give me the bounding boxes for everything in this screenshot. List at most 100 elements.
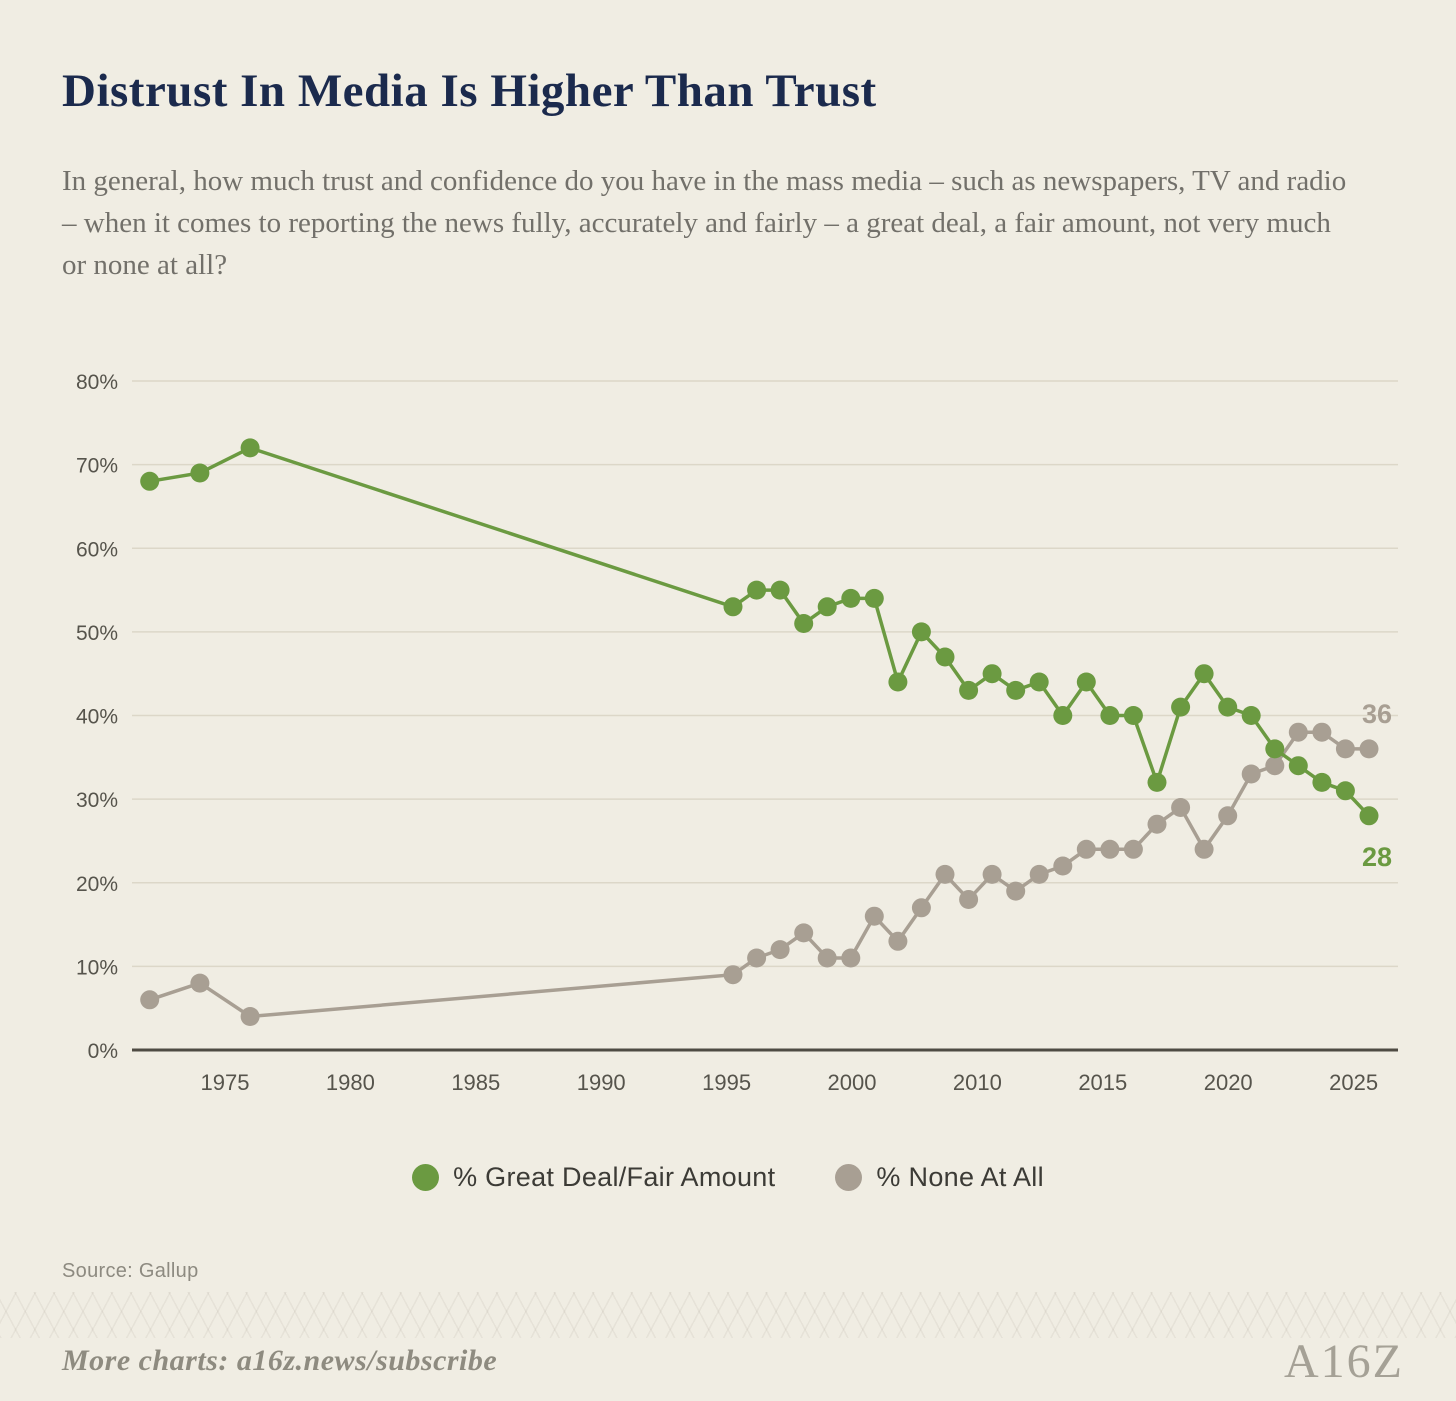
- data-point: [1123, 706, 1143, 725]
- data-point: [1194, 664, 1214, 684]
- x-axis-tick-label: 1985: [451, 1070, 500, 1095]
- y-axis-tick-label: 30%: [76, 789, 118, 812]
- x-axis-tick-label: 2025: [1329, 1070, 1378, 1095]
- y-axis-tick-label: 40%: [76, 706, 118, 729]
- data-point: [1029, 672, 1049, 692]
- data-point: [888, 672, 908, 692]
- data-point: [1053, 706, 1073, 725]
- data-point: [1218, 697, 1238, 717]
- data-point: [1335, 739, 1355, 759]
- data-point: [1053, 856, 1073, 876]
- data-point: [1076, 839, 1096, 859]
- data-point: [1241, 764, 1261, 784]
- data-point: [1194, 839, 1214, 859]
- data-point: [1359, 739, 1379, 759]
- data-point: [1100, 839, 1120, 859]
- x-axis-tick-label: 1990: [577, 1070, 626, 1095]
- legend-dot-trust-icon: [412, 1164, 440, 1191]
- data-point: [864, 906, 884, 926]
- x-axis-tick-label: 1980: [326, 1070, 375, 1095]
- footer: More charts: a16z.news/subscribe A16Z: [62, 1332, 1404, 1390]
- data-point: [1006, 881, 1026, 901]
- data-point: [140, 471, 160, 491]
- data-point: [1171, 697, 1191, 717]
- chart-svg: 0% 10% 20% 30% 40% 50% 60% 70% 80% 1975 1980 1985 19…: [76, 371, 1398, 1095]
- legend-dot-none-icon: [835, 1164, 863, 1191]
- x-axis-tick-label: 2010: [953, 1070, 1002, 1095]
- data-point: [723, 597, 743, 617]
- data-point: [770, 580, 790, 600]
- data-point: [1288, 756, 1308, 776]
- data-point: [982, 664, 1002, 684]
- series-end-label: 28: [1362, 842, 1392, 872]
- data-point: [817, 597, 837, 617]
- y-axis-tick-label: 70%: [76, 455, 118, 478]
- x-axis-tick-label: 1995: [702, 1070, 751, 1095]
- legend-label-none: % None At All: [876, 1162, 1044, 1192]
- data-point: [841, 588, 861, 608]
- x-axis-tick-label: 2015: [1078, 1070, 1127, 1095]
- data-point: [935, 864, 955, 884]
- y-axis-tick-label: 50%: [76, 622, 118, 645]
- data-point: [190, 973, 210, 993]
- legend: % Great Deal/Fair Amount % None At All: [0, 1162, 1456, 1193]
- data-point: [723, 965, 743, 985]
- data-point: [1241, 706, 1261, 725]
- page-title: Distrust In Media Is Higher Than Trust: [62, 65, 877, 117]
- chart-area: 0% 10% 20% 30% 40% 50% 60% 70% 80% 1975 1980 1985 19…: [0, 350, 1456, 1125]
- legend-label-trust: % Great Deal/Fair Amount: [453, 1162, 776, 1192]
- data-point: [1147, 814, 1167, 834]
- series-line-1: [149, 730, 1369, 1019]
- data-point: [817, 948, 837, 968]
- series-end-label: 36: [1362, 699, 1392, 729]
- data-point: [1312, 772, 1332, 792]
- data-point: [888, 931, 908, 951]
- data-point: [1265, 756, 1285, 776]
- x-axis-tick-label: 1975: [201, 1070, 250, 1095]
- data-point: [1312, 722, 1332, 742]
- data-point: [1006, 680, 1026, 700]
- page-subtitle: In general, how much trust and confidenc…: [62, 165, 1347, 282]
- legend-item-trust: % Great Deal/Fair Amount: [412, 1162, 775, 1193]
- data-point: [190, 463, 210, 483]
- x-axis-tick-label: 2020: [1204, 1070, 1253, 1095]
- data-point: [959, 680, 979, 700]
- data-point: [1171, 798, 1191, 817]
- data-point: [864, 588, 884, 608]
- data-point: [1218, 806, 1238, 826]
- data-point: [911, 898, 931, 918]
- a16z-logo: A16Z: [1284, 1334, 1404, 1388]
- more-charts-text: More charts: a16z.news/subscribe: [62, 1344, 498, 1377]
- data-point: [1359, 806, 1379, 826]
- data-point: [794, 614, 814, 633]
- data-point: [935, 647, 955, 667]
- source-text: Source: Gallup: [62, 1260, 199, 1282]
- data-point: [911, 622, 931, 642]
- data-point: [240, 438, 260, 458]
- data-point: [1335, 781, 1355, 801]
- data-point: [1288, 722, 1308, 742]
- data-point: [1100, 706, 1120, 725]
- data-point: [140, 990, 160, 1010]
- data-point: [1147, 772, 1167, 792]
- data-point: [794, 923, 814, 943]
- data-point: [1029, 864, 1049, 884]
- data-point: [1265, 739, 1285, 759]
- data-point: [982, 864, 1002, 884]
- data-point: [1123, 839, 1143, 859]
- data-point: [1076, 672, 1096, 692]
- data-point: [770, 940, 790, 960]
- data-point: [959, 890, 979, 909]
- y-axis-tick-label: 0%: [88, 1040, 118, 1063]
- y-axis-tick-label: 20%: [76, 873, 118, 896]
- decorative-pattern: [0, 1292, 1456, 1338]
- legend-item-none: % None At All: [835, 1162, 1044, 1193]
- y-axis-tick-label: 60%: [76, 538, 118, 561]
- y-axis-tick-label: 80%: [76, 371, 118, 394]
- data-point: [841, 948, 861, 968]
- data-point: [240, 1007, 260, 1026]
- data-point: [747, 580, 767, 600]
- y-axis-tick-label: 10%: [76, 956, 118, 979]
- data-point: [747, 948, 767, 968]
